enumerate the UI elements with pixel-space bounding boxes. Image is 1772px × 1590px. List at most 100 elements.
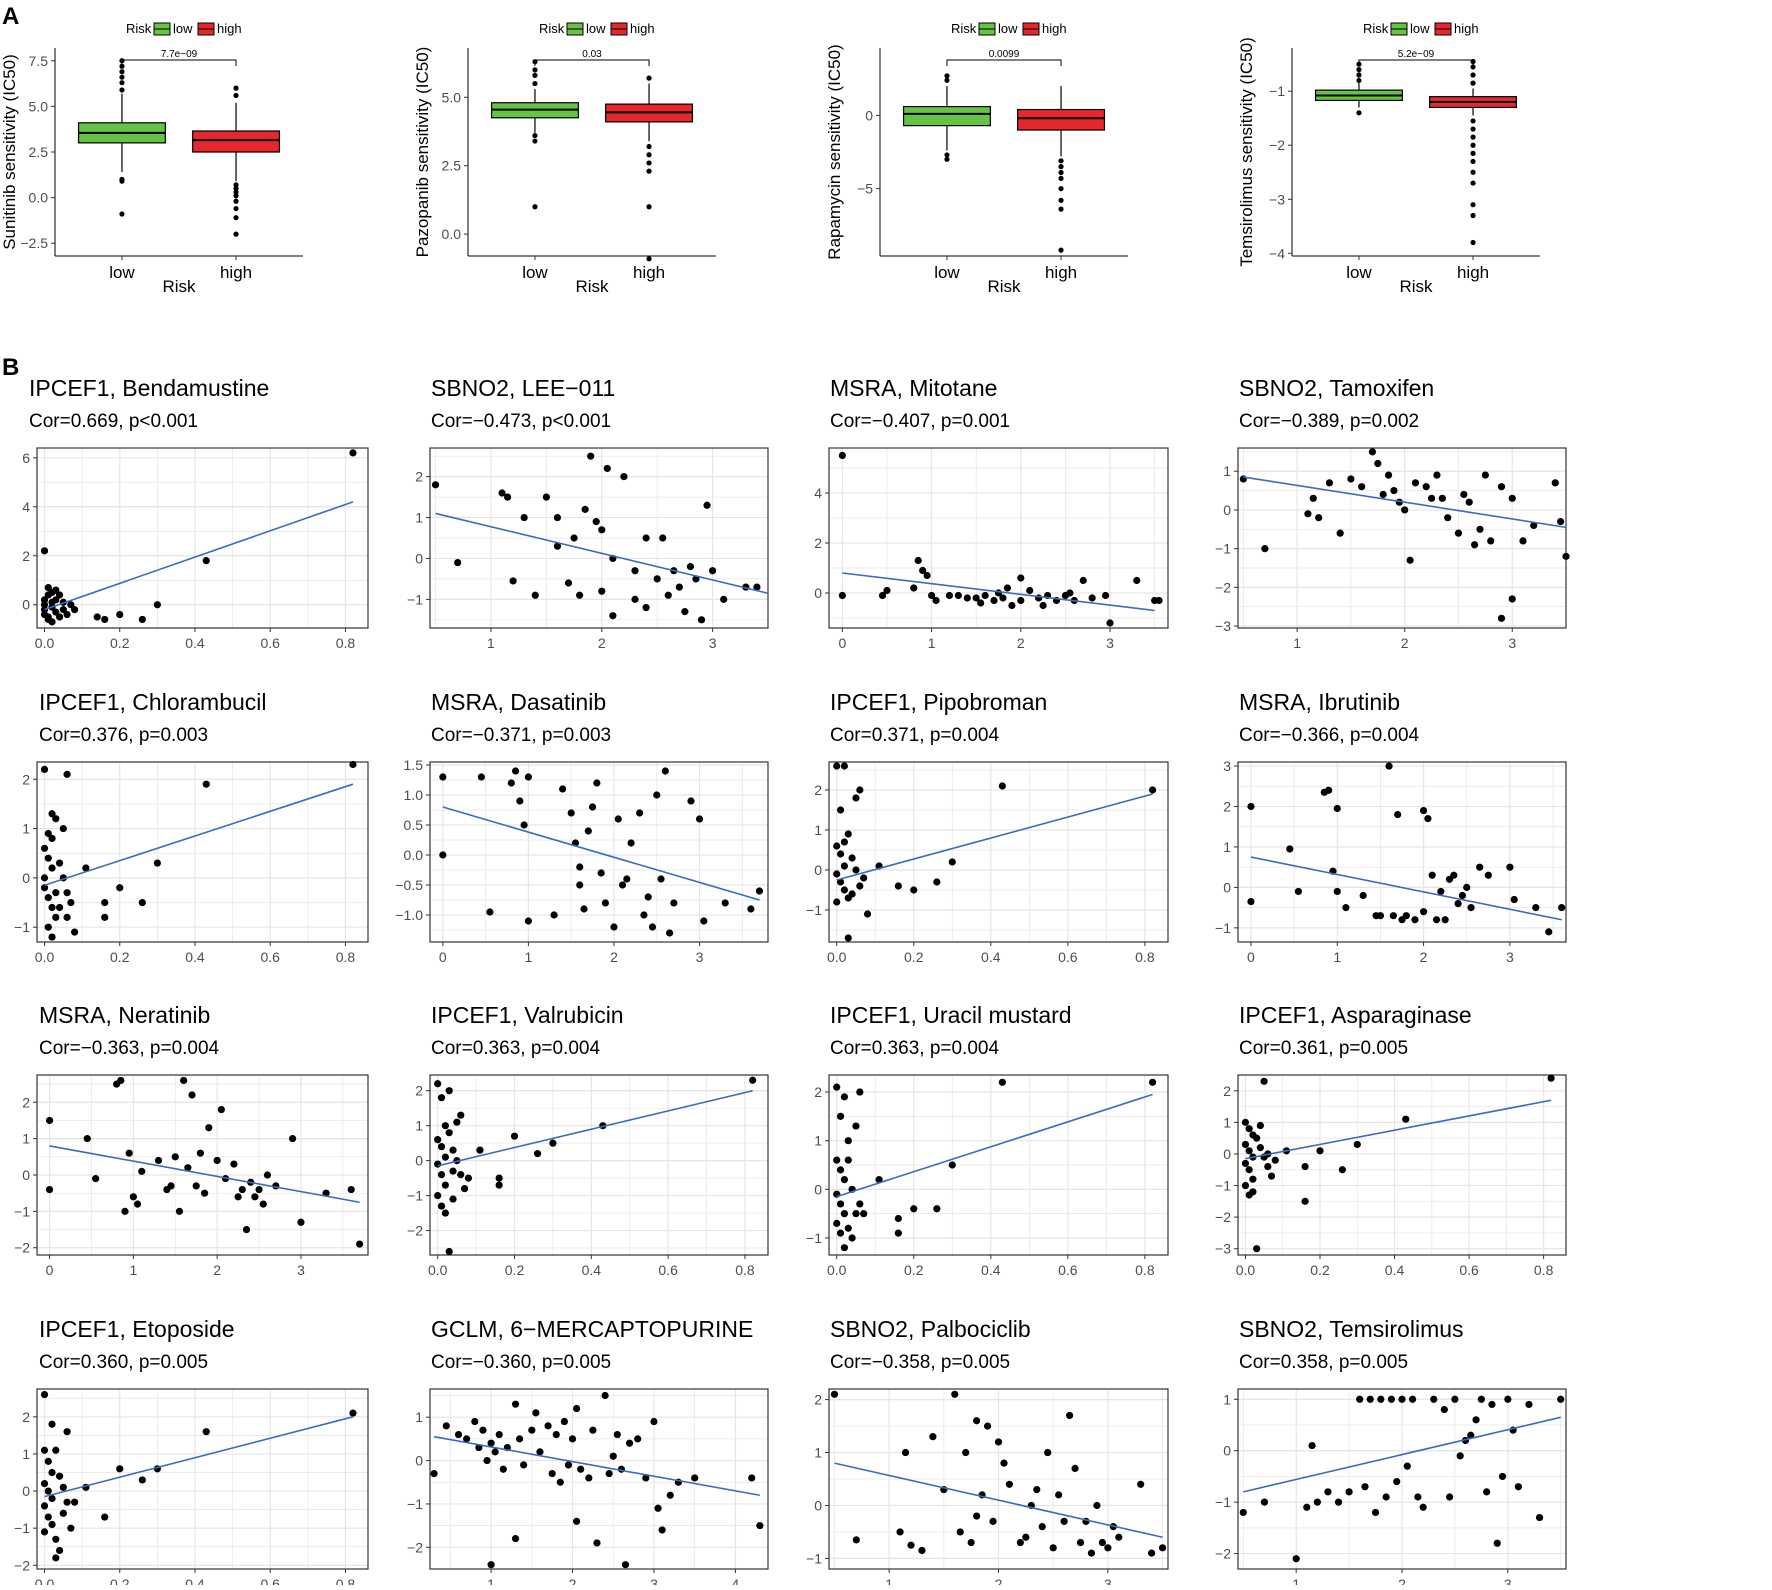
y-tick-label: 0 (1223, 879, 1231, 895)
x-tick-label: 0.0 (35, 635, 55, 651)
regression-line (1245, 1099, 1552, 1160)
data-point (896, 1528, 904, 1536)
x-tick-label: 0.0 (827, 1262, 847, 1278)
data-point (658, 1526, 666, 1534)
outlier-point (119, 63, 125, 69)
outlier-point (944, 156, 950, 162)
data-point (972, 594, 980, 602)
data-point (471, 1417, 479, 1426)
data-point (1239, 475, 1247, 483)
data-point (63, 1498, 71, 1506)
outlier-point (1470, 169, 1476, 175)
data-point (852, 794, 860, 802)
data-point (45, 1185, 54, 1194)
y-tick-label: −1 (14, 919, 30, 935)
data-point (125, 1149, 133, 1157)
data-point (196, 1149, 205, 1157)
data-point (1303, 1503, 1311, 1511)
scatter-title: MSRA, Ibrutinib (1239, 689, 1400, 715)
outlier-point (944, 152, 950, 158)
data-point (101, 913, 109, 921)
data-point (1379, 490, 1387, 499)
data-point (848, 890, 856, 898)
data-point (659, 534, 667, 542)
data-point (856, 1200, 864, 1208)
data-point (1338, 1166, 1346, 1174)
plot-frame (828, 761, 1169, 943)
scatter-panel-14: GCLM, 6−MERCAPTOPURINE Cor=−0.360, p=0.00… (407, 1316, 769, 1590)
x-tick-label: 3 (1508, 635, 1516, 651)
data-point (1003, 584, 1012, 592)
y-tick-label: 1 (22, 1446, 30, 1462)
data-point (1465, 498, 1473, 506)
data-point (430, 1469, 438, 1478)
y-tick-label: −1 (407, 1188, 423, 1204)
data-point (1440, 1405, 1448, 1414)
data-point (487, 1439, 495, 1447)
data-point (945, 591, 954, 600)
data-point (520, 821, 528, 829)
data-point (544, 1422, 552, 1430)
data-point (1093, 1501, 1101, 1510)
data-point (593, 1539, 601, 1547)
x-tick-label: 1 (1293, 635, 1301, 651)
data-point (1441, 916, 1449, 924)
data-point (71, 606, 79, 614)
data-point (1241, 1140, 1250, 1149)
outlier-point (532, 67, 538, 73)
data-point (40, 1446, 49, 1454)
scatter-subtitle: Cor=−0.358, p=0.005 (830, 1352, 1010, 1373)
data-point (441, 1153, 449, 1161)
data-point (581, 505, 589, 513)
y-axis-title: Temsirolimus sensitivity (IC50) (1237, 37, 1256, 267)
data-point (442, 1422, 450, 1430)
data-point (844, 830, 852, 838)
data-point (833, 1190, 841, 1198)
data-point (1450, 871, 1458, 879)
data-point (434, 1136, 442, 1144)
data-point (1514, 1483, 1522, 1491)
legend-title: Risk (539, 21, 565, 36)
outlier-point (1470, 202, 1476, 208)
x-tick-label: 1 (885, 1576, 893, 1585)
box-high (1017, 108, 1106, 131)
data-point (116, 610, 124, 619)
scatter-title: IPCEF1, Uracil mustard (830, 1002, 1072, 1028)
data-point (923, 571, 931, 580)
data-point (44, 923, 52, 931)
pvalue-bracket (946, 59, 1062, 66)
data-point (1481, 471, 1489, 479)
data-point (1008, 601, 1016, 610)
y-tick-label: 2 (814, 1084, 822, 1100)
scatter-panel-8: MSRA, Ibrutinib Cor=−0.366, p=0.004 0 1 2 3 −1… (1215, 689, 1567, 965)
outlier-point (646, 204, 652, 210)
data-point (437, 1202, 446, 1210)
data-point (932, 596, 940, 605)
data-point (437, 1143, 446, 1151)
x-tick-label: 0 (46, 1262, 54, 1278)
data-point (1016, 1538, 1024, 1547)
boxplot-1: Risk low high −2.5 0.0 2.5 5.0 7.5 low high Risk Su… (0, 21, 303, 296)
data-point (52, 1535, 60, 1543)
data-point (967, 1538, 975, 1547)
data-point (852, 1122, 860, 1130)
data-point (44, 829, 52, 838)
data-point (67, 898, 75, 907)
data-point (833, 1156, 841, 1164)
x-tick-label: 0.6 (260, 635, 280, 651)
y-tick-label: −2 (1215, 1546, 1231, 1562)
data-point (973, 1512, 981, 1520)
data-point (618, 881, 627, 889)
data-point (288, 1135, 297, 1143)
data-point (63, 889, 71, 897)
scatter-subtitle: Cor=−0.371, p=0.003 (431, 725, 611, 746)
data-point (564, 1461, 573, 1469)
data-point (636, 809, 644, 817)
x-tick-label: 1 (525, 949, 533, 965)
data-point (836, 1200, 845, 1208)
data-point (840, 1244, 849, 1252)
data-point (910, 1205, 918, 1213)
y-tick-label: 2 (22, 548, 30, 564)
data-point (55, 903, 64, 912)
data-point (1294, 887, 1303, 896)
